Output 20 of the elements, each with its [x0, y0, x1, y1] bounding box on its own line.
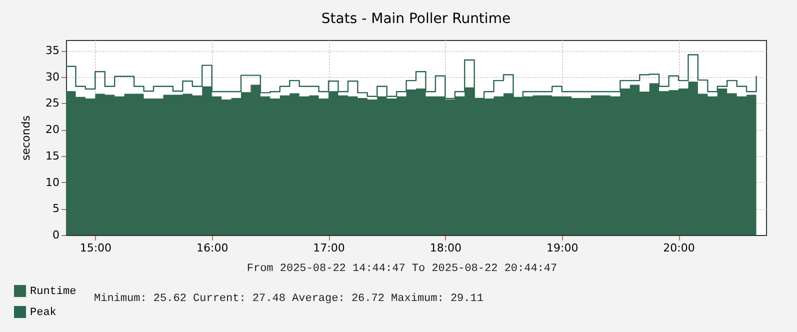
text: From 2025-08-22 14:44:47 To 2025-08-22 20:44:47 — [246, 263, 558, 275]
y-tick-label: 0 — [52, 228, 60, 242]
legend-label: Peak — [30, 307, 57, 319]
chart-title: Stats - Main Poller Runtime — [321, 11, 511, 27]
y-tick-label: 20 — [46, 123, 60, 136]
legend-label: Runtime — [30, 286, 76, 298]
y-axis-title: seconds — [20, 115, 33, 160]
y-tick-label: 15 — [46, 149, 60, 162]
y-tick-label: 25 — [46, 96, 60, 110]
x-tick-label: 16:00 — [196, 242, 228, 254]
y-tick-label: 30 — [46, 70, 60, 84]
y-tick-label: 10 — [46, 176, 60, 189]
y-tick-label: 5 — [52, 202, 60, 216]
y-tick-label: 35 — [46, 44, 60, 58]
x-tick-label: 15:00 — [80, 242, 112, 254]
x-tick-label: 17:00 — [313, 242, 345, 254]
text: Minimum: 25.62 Current: 27.48 Average: 26.72 Maximum: 29.11 — [94, 293, 484, 305]
x-tick-label: 20:00 — [663, 242, 695, 254]
x-tick-label: 19:00 — [546, 242, 578, 254]
x-tick-label: 18:00 — [430, 242, 462, 254]
